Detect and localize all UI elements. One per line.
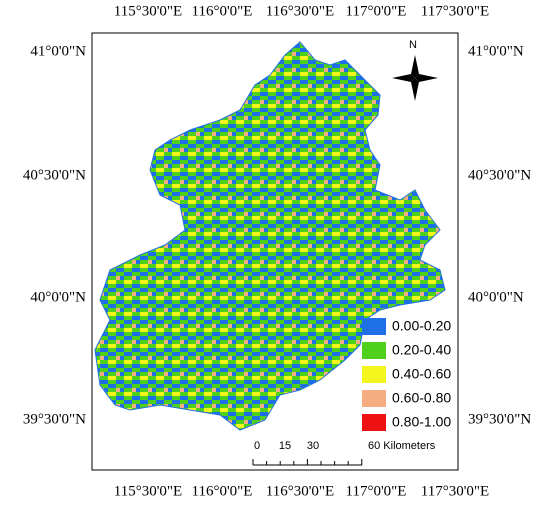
top-coord-label: 117°30'0"E [421, 3, 489, 19]
bottom-coord-label: 117°0'0"E [346, 483, 407, 499]
right-coord-label: 41°0'0"N [468, 43, 524, 59]
right-coord-label: 39°30'0"N [468, 411, 531, 427]
map-frame [91, 32, 459, 471]
left-coord-label: 39°30'0"N [23, 411, 86, 427]
right-coord-label: 40°0'0"N [468, 289, 524, 305]
north-label: N [409, 39, 417, 51]
bottom-coord-label: 117°30'0"E [421, 483, 489, 499]
legend-swatch [362, 318, 386, 335]
legend-label: 0.00-0.20 [392, 318, 451, 334]
scale-label: 60 Kilometers [368, 440, 436, 452]
left-coord-label: 41°0'0"N [30, 43, 86, 59]
region-raster [94, 41, 446, 431]
right-coord-label: 40°30'0"N [468, 167, 531, 183]
scale-label: 15 [279, 440, 291, 452]
bottom-coord-label: 116°30'0"E [266, 483, 334, 499]
legend-swatch [362, 342, 386, 359]
legend-swatch [362, 390, 386, 407]
scale-label: 30 [307, 440, 319, 452]
top-coord-label: 116°30'0"E [266, 3, 334, 19]
legend-label: 0.60-0.80 [392, 390, 451, 406]
top-coord-label: 117°0'0"E [346, 3, 407, 19]
legend: 0.00-0.20 0.20-0.40 0.40-0.60 0.60-0.80 0.80… [362, 318, 451, 431]
legend-label: 0.20-0.40 [392, 342, 451, 358]
left-coord-label: 40°30'0"N [23, 167, 86, 183]
legend-swatch [362, 366, 386, 383]
bottom-coord-label: 115°30'0"E [114, 483, 182, 499]
north-arrow: N [392, 39, 438, 101]
legend-label: 0.80-1.00 [392, 414, 451, 430]
legend-label: 0.40-0.60 [392, 366, 451, 382]
left-coord-label: 40°0'0"N [30, 289, 86, 305]
bottom-coord-label: 116°0'0"E [192, 483, 253, 499]
scale-bar: 0 15 30 60 Kilometers [252, 440, 436, 466]
top-coord-label: 116°0'0"E [192, 3, 253, 19]
legend-swatch [362, 414, 386, 431]
scale-label: 0 [254, 440, 260, 452]
top-coord-label: 115°30'0"E [114, 3, 182, 19]
